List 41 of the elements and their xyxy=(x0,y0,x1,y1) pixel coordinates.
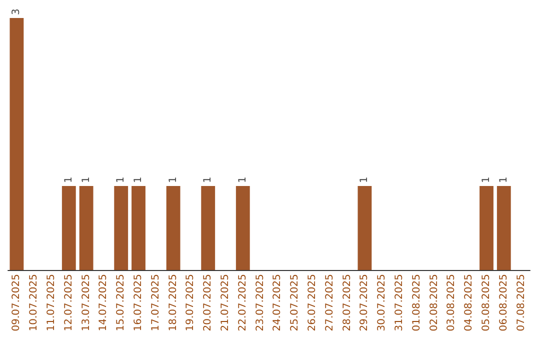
x-tick-label: 26.07.2025 xyxy=(307,274,318,332)
x-tick-label: 05.08.2025 xyxy=(481,274,492,332)
x-tick-label: 12.07.2025 xyxy=(63,274,74,332)
data-label: 1 xyxy=(359,176,370,183)
data-label: 1 xyxy=(63,176,74,183)
data-label: 1 xyxy=(133,176,144,183)
x-tick-label: 21.07.2025 xyxy=(220,274,231,332)
x-tick-label: 01.08.2025 xyxy=(411,274,422,332)
x-tick-label: 10.07.2025 xyxy=(28,274,40,332)
x-tick-label: 02.08.2025 xyxy=(428,274,440,332)
x-tick-label: 11.07.2025 xyxy=(46,274,57,332)
x-tick-label: 14.07.2025 xyxy=(98,274,110,332)
x-tick-label: 28.07.2025 xyxy=(342,274,353,332)
data-label: 1 xyxy=(481,176,492,183)
data-label: 1 xyxy=(168,176,179,183)
x-tick-label: 20.07.2025 xyxy=(202,274,214,332)
x-tick-label: 24.07.2025 xyxy=(272,274,284,332)
x-tick-label: 06.08.2025 xyxy=(498,274,510,332)
x-tick-label: 30.07.2025 xyxy=(376,274,388,332)
x-tick-label: 03.08.2025 xyxy=(446,274,458,332)
data-label: 1 xyxy=(202,176,214,183)
x-tick-label: 23.07.2025 xyxy=(254,274,266,332)
x-tick-label: 16.07.2025 xyxy=(133,274,144,332)
data-label: 3 xyxy=(11,8,22,15)
x-tick-label: 18.07.2025 xyxy=(168,274,179,332)
x-tick-label: 19.07.2025 xyxy=(185,274,196,332)
x-tick-label: 22.07.2025 xyxy=(237,274,248,332)
x-tick-label: 29.07.2025 xyxy=(359,274,370,332)
x-tick-label: 13.07.2025 xyxy=(80,274,92,332)
data-label: 1 xyxy=(237,176,248,183)
data-label: 1 xyxy=(80,176,92,183)
x-tick-label: 27.07.2025 xyxy=(324,274,336,332)
x-tick-label: 31.07.2025 xyxy=(394,274,405,332)
x-tick-label: 25.07.2025 xyxy=(290,274,301,332)
x-tick-label: 07.08.2025 xyxy=(516,274,527,332)
x-tick-label: 04.08.2025 xyxy=(464,274,475,332)
x-tick-label: 15.07.2025 xyxy=(116,274,127,332)
data-label: 1 xyxy=(116,176,127,183)
x-tick-label: 17.07.2025 xyxy=(150,274,162,332)
data-label: 1 xyxy=(498,176,510,183)
x-tick-label: 09.07.2025 xyxy=(11,274,22,332)
